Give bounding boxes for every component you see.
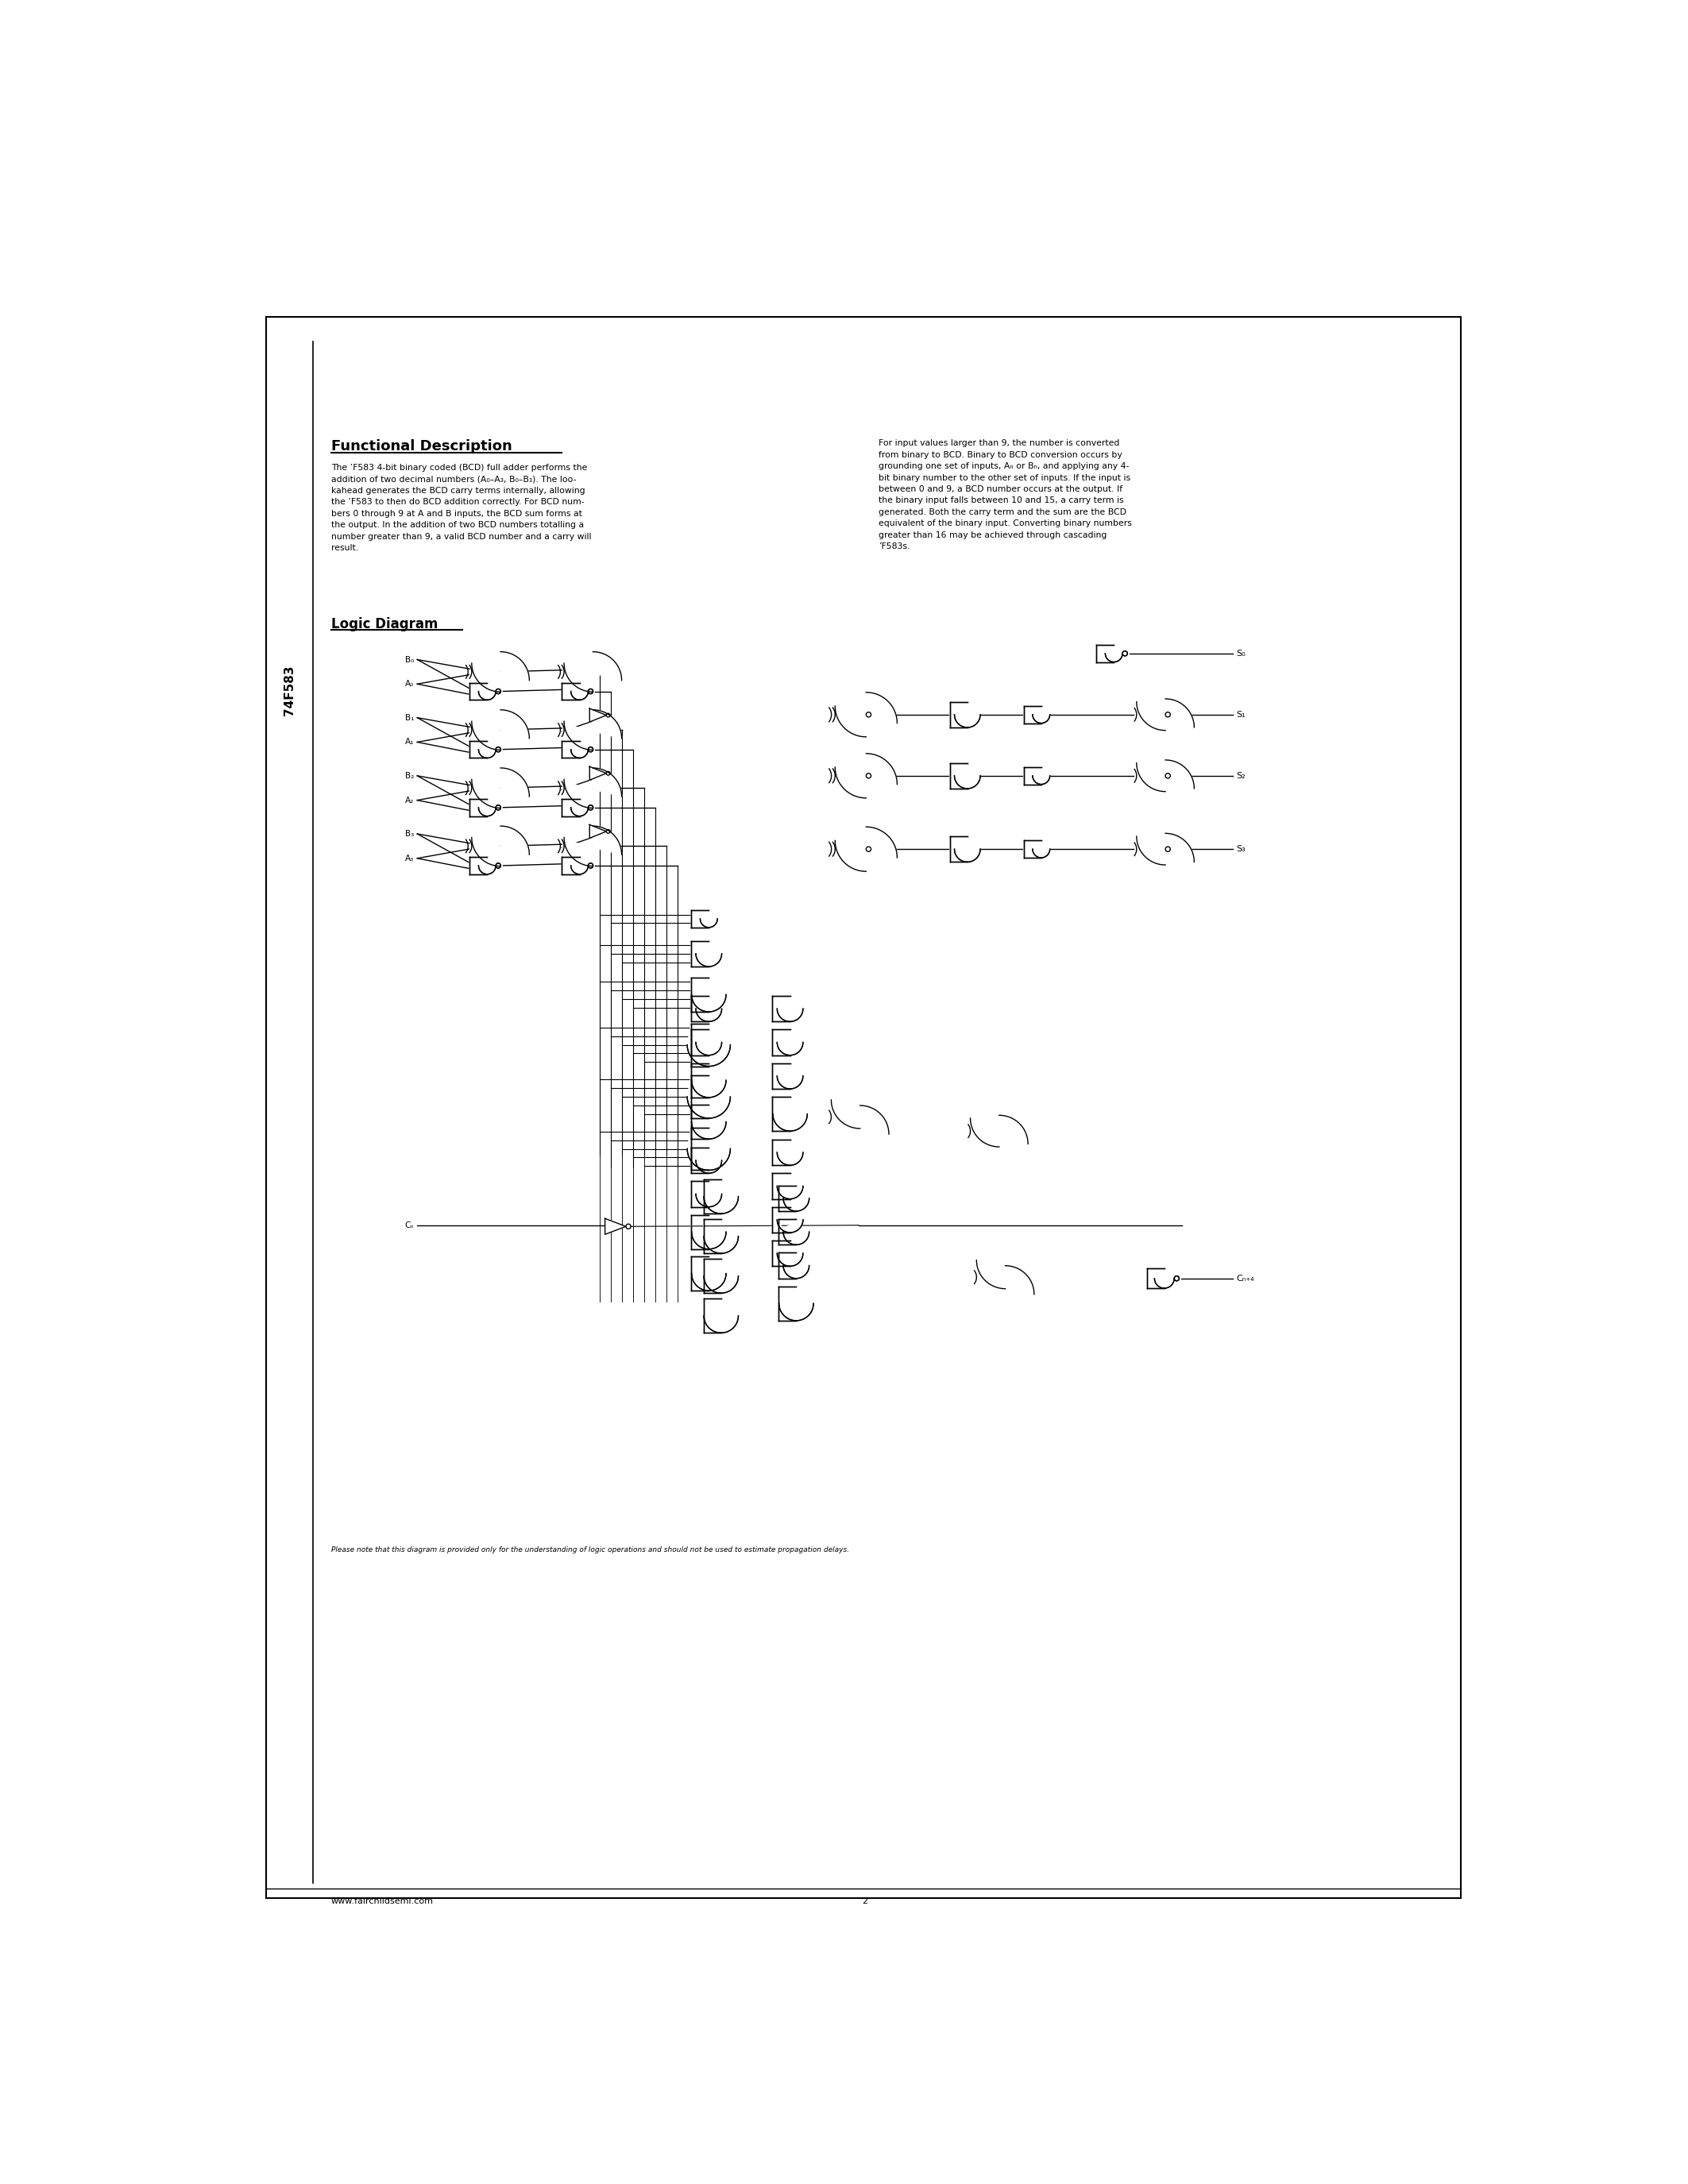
Polygon shape xyxy=(950,701,981,727)
Polygon shape xyxy=(1023,841,1050,858)
Polygon shape xyxy=(604,1219,626,1234)
Polygon shape xyxy=(469,651,530,692)
Polygon shape xyxy=(832,828,896,871)
Text: A₂: A₂ xyxy=(405,797,414,804)
Text: A₀: A₀ xyxy=(405,679,414,688)
Text: S₃: S₃ xyxy=(1236,845,1246,854)
Polygon shape xyxy=(1134,699,1193,729)
Polygon shape xyxy=(1023,767,1050,784)
Polygon shape xyxy=(562,826,621,867)
Text: B₁: B₁ xyxy=(405,714,414,721)
Polygon shape xyxy=(704,1179,738,1214)
Polygon shape xyxy=(562,651,621,692)
Polygon shape xyxy=(690,1029,722,1055)
Text: B₀: B₀ xyxy=(405,655,414,664)
Text: 74F583: 74F583 xyxy=(284,664,295,716)
Polygon shape xyxy=(690,1064,726,1096)
Polygon shape xyxy=(469,826,530,867)
Polygon shape xyxy=(469,740,496,758)
Polygon shape xyxy=(690,911,717,928)
Polygon shape xyxy=(829,1101,890,1133)
Polygon shape xyxy=(469,710,530,749)
Polygon shape xyxy=(562,769,621,808)
Polygon shape xyxy=(969,1116,1028,1147)
Text: B₃: B₃ xyxy=(405,830,414,839)
Polygon shape xyxy=(690,1105,726,1140)
Polygon shape xyxy=(974,1260,1035,1295)
Text: S₀: S₀ xyxy=(1236,649,1246,657)
Polygon shape xyxy=(687,1127,731,1171)
Polygon shape xyxy=(778,1286,814,1321)
Text: Cₙ: Cₙ xyxy=(405,1221,414,1230)
Polygon shape xyxy=(469,769,530,808)
Text: 2: 2 xyxy=(863,1898,868,1904)
Polygon shape xyxy=(950,762,981,788)
Polygon shape xyxy=(562,856,587,874)
Polygon shape xyxy=(773,1173,803,1199)
Text: B₂: B₂ xyxy=(405,771,414,780)
Text: Logic Diagram: Logic Diagram xyxy=(331,616,437,631)
Polygon shape xyxy=(1096,644,1123,662)
Text: The ’F583 4-bit binary coded (BCD) full adder performs the
addition of two decim: The ’F583 4-bit binary coded (BCD) full … xyxy=(331,463,591,553)
Polygon shape xyxy=(469,856,496,874)
Polygon shape xyxy=(1146,1269,1175,1289)
Polygon shape xyxy=(562,799,587,817)
Polygon shape xyxy=(773,1029,803,1055)
Polygon shape xyxy=(690,1256,726,1291)
Polygon shape xyxy=(690,996,722,1022)
Text: Cₙ₊₄: Cₙ₊₄ xyxy=(1236,1275,1254,1282)
Polygon shape xyxy=(773,1064,803,1090)
Polygon shape xyxy=(687,1024,731,1066)
Polygon shape xyxy=(704,1299,738,1332)
Polygon shape xyxy=(778,1254,809,1278)
Polygon shape xyxy=(1023,705,1050,723)
Polygon shape xyxy=(832,692,896,736)
Polygon shape xyxy=(562,684,587,699)
Polygon shape xyxy=(773,1208,803,1232)
Polygon shape xyxy=(950,836,981,863)
Polygon shape xyxy=(589,826,606,839)
Polygon shape xyxy=(704,1219,738,1254)
Polygon shape xyxy=(773,1096,807,1131)
Text: A₁: A₁ xyxy=(405,738,414,747)
Polygon shape xyxy=(773,1140,803,1166)
Polygon shape xyxy=(469,799,496,817)
Text: S₁: S₁ xyxy=(1236,710,1246,719)
Text: For input values larger than 9, the number is converted
from binary to BCD. Bina: For input values larger than 9, the numb… xyxy=(879,439,1133,550)
Text: Please note that this diagram is provided only for the understanding of logic op: Please note that this diagram is provide… xyxy=(331,1546,849,1553)
Text: Functional Description: Functional Description xyxy=(331,439,511,454)
Polygon shape xyxy=(690,941,722,968)
Polygon shape xyxy=(773,996,803,1022)
Text: www.fairchildsemi.com: www.fairchildsemi.com xyxy=(331,1898,434,1904)
Polygon shape xyxy=(778,1186,809,1212)
Polygon shape xyxy=(690,1182,722,1208)
Text: A₃: A₃ xyxy=(405,854,414,863)
Polygon shape xyxy=(690,1147,722,1173)
Polygon shape xyxy=(690,978,726,1011)
Polygon shape xyxy=(704,1258,738,1293)
Polygon shape xyxy=(832,753,896,797)
Polygon shape xyxy=(469,684,496,699)
Polygon shape xyxy=(1134,834,1193,865)
Text: S₂: S₂ xyxy=(1236,771,1246,780)
Polygon shape xyxy=(562,710,621,749)
Polygon shape xyxy=(773,1241,803,1267)
Polygon shape xyxy=(778,1219,809,1245)
Polygon shape xyxy=(589,708,606,723)
Polygon shape xyxy=(690,1214,726,1249)
Polygon shape xyxy=(687,1075,731,1118)
Polygon shape xyxy=(1134,760,1193,791)
Polygon shape xyxy=(589,767,606,780)
Polygon shape xyxy=(562,740,587,758)
